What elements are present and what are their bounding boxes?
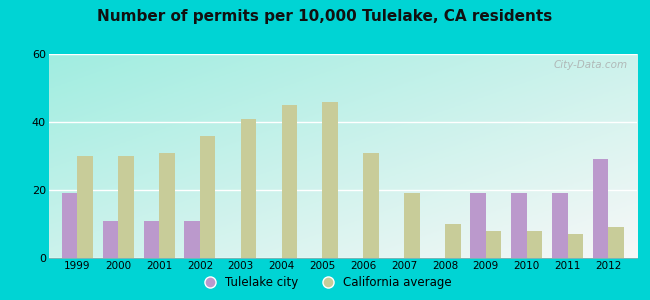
Bar <box>608 227 624 258</box>
Bar <box>118 156 134 258</box>
Bar <box>567 234 583 258</box>
Bar <box>404 194 420 258</box>
Bar <box>526 231 542 258</box>
Bar <box>185 220 200 258</box>
Bar <box>593 159 608 258</box>
Bar <box>511 194 526 258</box>
Bar <box>552 194 567 258</box>
Text: City-Data.com: City-Data.com <box>554 60 628 70</box>
Bar <box>486 231 501 258</box>
Bar <box>200 136 215 258</box>
Bar <box>471 194 486 258</box>
Bar <box>322 102 338 258</box>
Bar <box>281 105 297 258</box>
Bar <box>103 220 118 258</box>
Bar <box>159 153 175 258</box>
Text: Number of permits per 10,000 Tulelake, CA residents: Number of permits per 10,000 Tulelake, C… <box>98 9 552 24</box>
Bar <box>77 156 93 258</box>
Bar <box>363 153 379 258</box>
Bar <box>62 194 77 258</box>
Bar <box>445 224 460 258</box>
Bar <box>240 118 256 258</box>
Legend: Tulelake city, California average: Tulelake city, California average <box>193 272 457 294</box>
Bar <box>144 220 159 258</box>
